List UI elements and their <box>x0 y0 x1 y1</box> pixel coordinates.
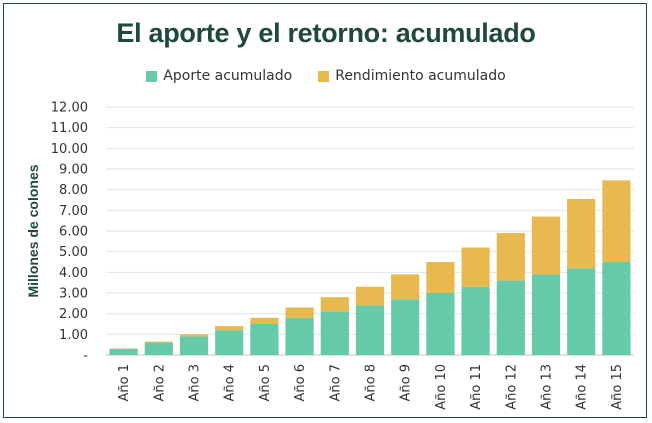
y-tick-label: 10.00 <box>51 142 88 157</box>
y-tick-label: 2.00 <box>59 307 88 322</box>
bar-rendimiento-7 <box>320 297 349 312</box>
x-tick-label: Año 9 <box>399 364 414 402</box>
bar-aporte-6 <box>285 317 314 355</box>
y-tick-label: 5.00 <box>59 245 88 260</box>
x-tick-label: Año 13 <box>540 364 555 410</box>
x-tick-label: Año 1 <box>117 364 132 402</box>
bar-rendimiento-5 <box>250 317 279 324</box>
x-tick-label: Año 7 <box>328 364 343 402</box>
y-tick-label: 6.00 <box>59 225 88 240</box>
x-tick-label: Año 4 <box>223 364 238 402</box>
x-tick-label: Año 5 <box>258 364 273 402</box>
bar-rendimiento-3 <box>179 334 209 337</box>
x-tick-label: Año 14 <box>575 364 590 410</box>
x-tick-label: Año 12 <box>504 364 519 410</box>
bar-aporte-4 <box>215 330 244 355</box>
y-tick-label: - <box>83 349 88 364</box>
chart-title: El aporte y el retorno: acumulado <box>116 18 536 48</box>
y-tick-label: 11.00 <box>51 121 88 136</box>
bar-aporte-15 <box>602 262 631 355</box>
y-tick-label: 8.00 <box>59 183 88 198</box>
bar-rendimiento-10 <box>426 262 455 293</box>
x-tick-label: Año 15 <box>610 364 625 410</box>
x-tick-label: Año 8 <box>364 364 379 402</box>
legend-item-rendimiento: Rendimiento acumulado <box>318 68 506 84</box>
bar-aporte-14 <box>567 268 596 355</box>
y-tick-label: 3.00 <box>59 287 88 302</box>
x-tick-label: Año 3 <box>188 364 203 402</box>
bar-aporte-9 <box>391 299 420 355</box>
bar-aporte-11 <box>461 286 490 355</box>
legend-label-aporte: Aporte acumulado <box>163 68 293 84</box>
x-tick-label: Año 10 <box>434 364 449 410</box>
bar-aporte-13 <box>531 274 561 355</box>
y-tick-label: 1.00 <box>59 328 88 343</box>
y-tick-label: 9.00 <box>59 163 88 178</box>
bar-aporte-5 <box>250 324 279 355</box>
legend-swatch-rendimiento <box>318 70 330 82</box>
y-tick-label: 12.00 <box>51 101 88 116</box>
bar-aporte-7 <box>320 311 349 355</box>
y-axis-title: Millones de colones <box>25 164 41 297</box>
bar-rendimiento-6 <box>285 307 314 318</box>
bar-aporte-3 <box>179 336 209 355</box>
bar-aporte-12 <box>496 280 525 355</box>
bar-rendimiento-12 <box>496 233 525 281</box>
bar-aporte-2 <box>144 342 173 355</box>
legend-swatch-aporte <box>146 70 158 82</box>
y-tick-label: 4.00 <box>59 266 88 281</box>
bar-aporte-1 <box>109 348 138 355</box>
bar-rendimiento-13 <box>531 216 561 275</box>
bar-rendimiento-11 <box>461 247 490 287</box>
y-tick-label: 7.00 <box>59 204 88 219</box>
x-tick-label: Año 11 <box>469 364 484 410</box>
bar-rendimiento-4 <box>215 326 244 331</box>
bar-rendimiento-14 <box>567 198 596 269</box>
chart-legend: Aporte acumulado Rendimiento acumulado <box>4 68 648 84</box>
x-tick-label: Año 2 <box>152 364 167 402</box>
legend-item-aporte: Aporte acumulado <box>146 68 292 84</box>
bar-rendimiento-15 <box>602 180 631 262</box>
legend-label-rendimiento: Rendimiento acumulado <box>335 68 506 84</box>
bar-aporte-8 <box>355 305 385 355</box>
bar-aporte-10 <box>426 293 455 355</box>
bar-rendimiento-2 <box>144 341 173 343</box>
bar-rendimiento-8 <box>355 286 385 306</box>
bar-rendimiento-9 <box>391 274 420 300</box>
x-tick-label: Año 6 <box>293 364 308 402</box>
